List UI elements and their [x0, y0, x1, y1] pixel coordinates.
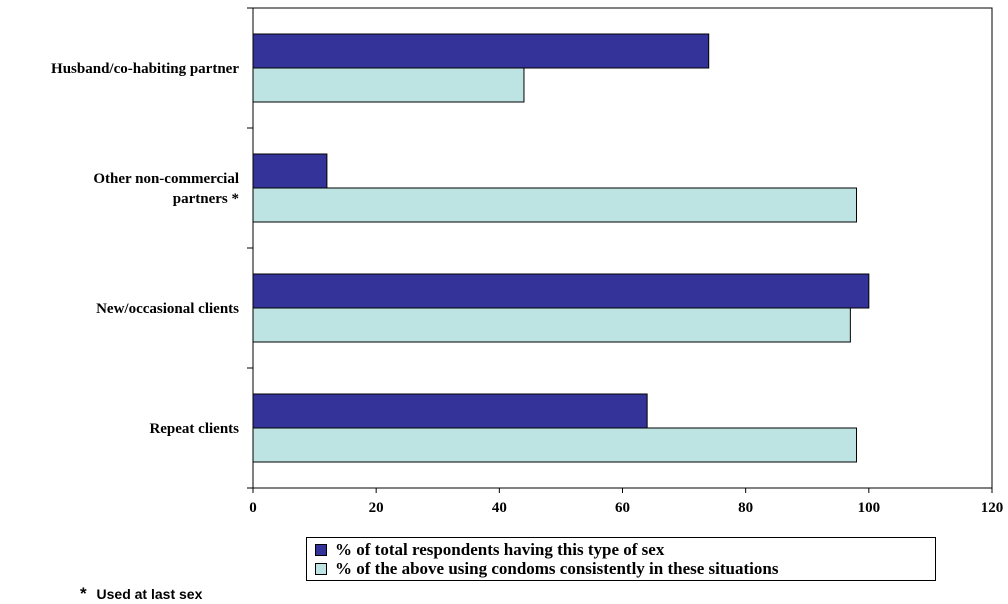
footnote: * Used at last sex	[80, 584, 202, 604]
bar-series-1-1	[252, 33, 710, 69]
legend-swatch-series-1	[315, 544, 327, 556]
legend-label-series-2: % of the above using condoms consistentl…	[335, 559, 779, 578]
x-tick-label: 40	[492, 500, 507, 516]
bar-series-2-1	[252, 67, 525, 103]
bar-series-2-2	[252, 187, 858, 223]
x-tick-label: 80	[738, 500, 753, 516]
footnote-symbol: *	[80, 584, 87, 603]
legend-swatch-series-2	[315, 563, 327, 575]
legend-item-series-2: % of the above using condoms consistentl…	[315, 559, 778, 579]
footnote-text: Used at last sex	[96, 586, 203, 602]
x-tick-label: 100	[858, 500, 881, 516]
bar-series-2-3	[252, 307, 851, 343]
x-tick-label: 0	[249, 500, 257, 516]
category-label: Husband/co-habiting partner	[51, 61, 239, 77]
category-label: Other non-commercial partners *	[93, 171, 239, 207]
category-label: New/occasional clients	[96, 301, 239, 317]
bar-chart-svg: Husband/co-habiting partner Other non-com…	[51, 7, 1004, 516]
bar-series-1-2	[252, 153, 328, 189]
legend-item-series-1: % of total respondents having this type …	[315, 540, 664, 560]
bar-series-1-3	[252, 273, 870, 309]
x-tick-label: 20	[369, 500, 384, 516]
x-tick-label: 60	[615, 500, 630, 516]
legend: % of total respondents having this type …	[306, 537, 936, 581]
category-label: Repeat clients	[149, 421, 239, 437]
bar-series-1-4	[252, 393, 648, 429]
x-tick-label: 120	[981, 500, 1004, 516]
bar-series-2-4	[252, 427, 858, 463]
legend-label-series-1: % of total respondents having this type …	[335, 540, 665, 559]
